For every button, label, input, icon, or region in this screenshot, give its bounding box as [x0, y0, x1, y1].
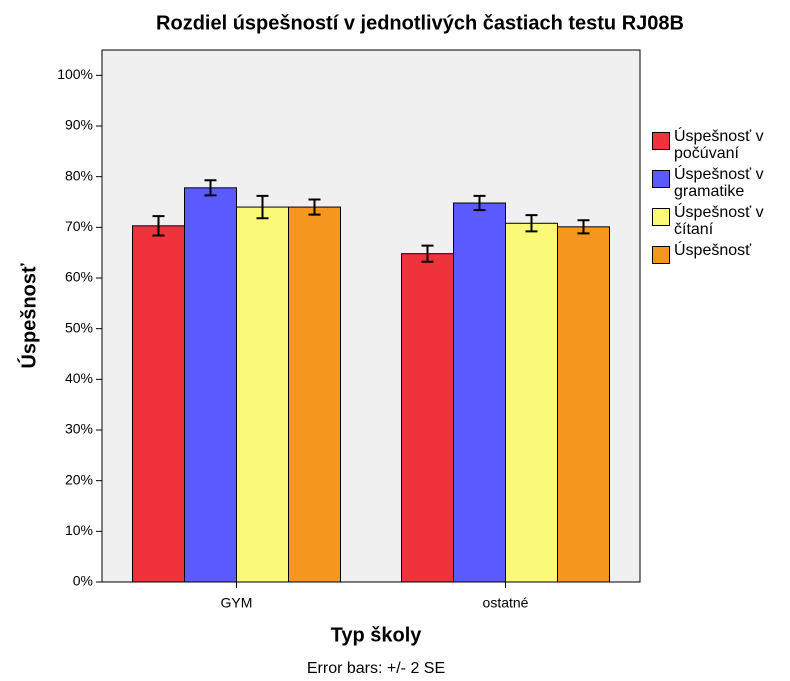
error-bar [152, 215, 165, 237]
legend-swatch [652, 246, 670, 264]
legend-label: Úspešnosť [674, 242, 752, 259]
error-bar [577, 219, 590, 235]
y-tick-label: 30% [65, 421, 93, 437]
bar [236, 206, 289, 583]
legend-swatch [652, 132, 670, 150]
y-tick-label: 70% [65, 218, 93, 234]
legend-swatch [652, 170, 670, 188]
error-bar [256, 194, 269, 220]
bar [132, 225, 185, 583]
legend-item: Úspešnosť v čítaní [652, 204, 787, 238]
error-bar [204, 179, 217, 197]
bar [288, 206, 341, 583]
y-tick-label: 0% [73, 573, 93, 589]
y-axis-label: Úspešnosť [16, 263, 40, 369]
y-tick-label: 50% [65, 319, 93, 335]
y-tick-label: 10% [65, 522, 93, 538]
chart-title: Rozdiel úspešností v jednotlivých častia… [156, 12, 684, 34]
error-bar [421, 244, 434, 263]
legend-label: Úspešnosť v gramatike [674, 166, 764, 200]
legend: Úspešnosť v počúvaní Úspešnosť v gramatik… [652, 128, 787, 268]
y-tick-label: 60% [65, 269, 93, 285]
bar [453, 202, 506, 583]
y-tick-label: 100% [57, 66, 93, 82]
note: Error bars: +/- 2 SE [307, 660, 445, 677]
bar [401, 253, 454, 583]
error-bar [525, 214, 538, 233]
legend-item: Úspešnosť v gramatike [652, 166, 787, 200]
error-bar [473, 194, 486, 212]
x-tick-label: ostatné [483, 595, 529, 611]
error-bar [308, 198, 321, 216]
legend-swatch [652, 208, 670, 226]
bar [184, 187, 237, 583]
y-tick-label: 20% [65, 471, 93, 487]
legend-label: Úspešnosť v počúvaní [674, 128, 764, 162]
x-tick-label: GYM [221, 595, 253, 611]
y-tick-label: 90% [65, 117, 93, 133]
legend-label: Úspešnosť v čítaní [674, 204, 764, 238]
legend-item: Úspešnosť [652, 242, 787, 264]
x-axis-label: Typ školy [331, 624, 423, 646]
bar [505, 222, 558, 583]
y-tick-label: 40% [65, 370, 93, 386]
y-tick-label: 80% [65, 167, 93, 183]
legend-item: Úspešnosť v počúvaní [652, 128, 787, 162]
bar [557, 226, 610, 583]
